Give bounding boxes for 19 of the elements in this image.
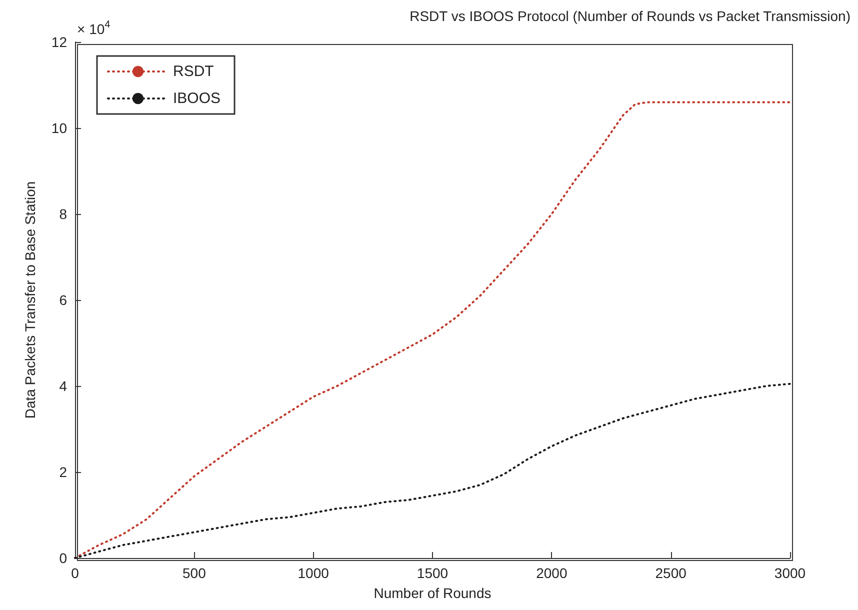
y-axis-title: Data Packets Transfer to Base Station: [22, 181, 38, 419]
legend-label: RSDT: [173, 63, 214, 80]
y-tick-label: 0: [59, 550, 68, 566]
x-tick-label: 2500: [655, 565, 687, 581]
x-tick-label: 3000: [774, 565, 806, 581]
x-tick-label: 500: [182, 565, 206, 581]
y-tick-label: 2: [59, 464, 68, 480]
y-tick-label: 6: [59, 292, 68, 308]
x-tick-label: 1500: [416, 565, 448, 581]
legend-label: IBOOS: [173, 90, 221, 107]
x-tick-label: 1000: [298, 565, 330, 581]
x-tick-label: 2000: [536, 565, 568, 581]
y-tick-label: 10: [51, 120, 68, 136]
y-tick-label: 12: [51, 34, 68, 50]
chart-title: RSDT vs IBOOS Protocol (Number of Rounds vs Packet Transmission): [410, 8, 850, 24]
y-tick-label: 8: [59, 206, 68, 222]
x-tick-label: 0: [71, 565, 80, 581]
y-tick-label: 4: [59, 378, 68, 394]
x-axis-title: Number of Rounds: [374, 585, 492, 601]
